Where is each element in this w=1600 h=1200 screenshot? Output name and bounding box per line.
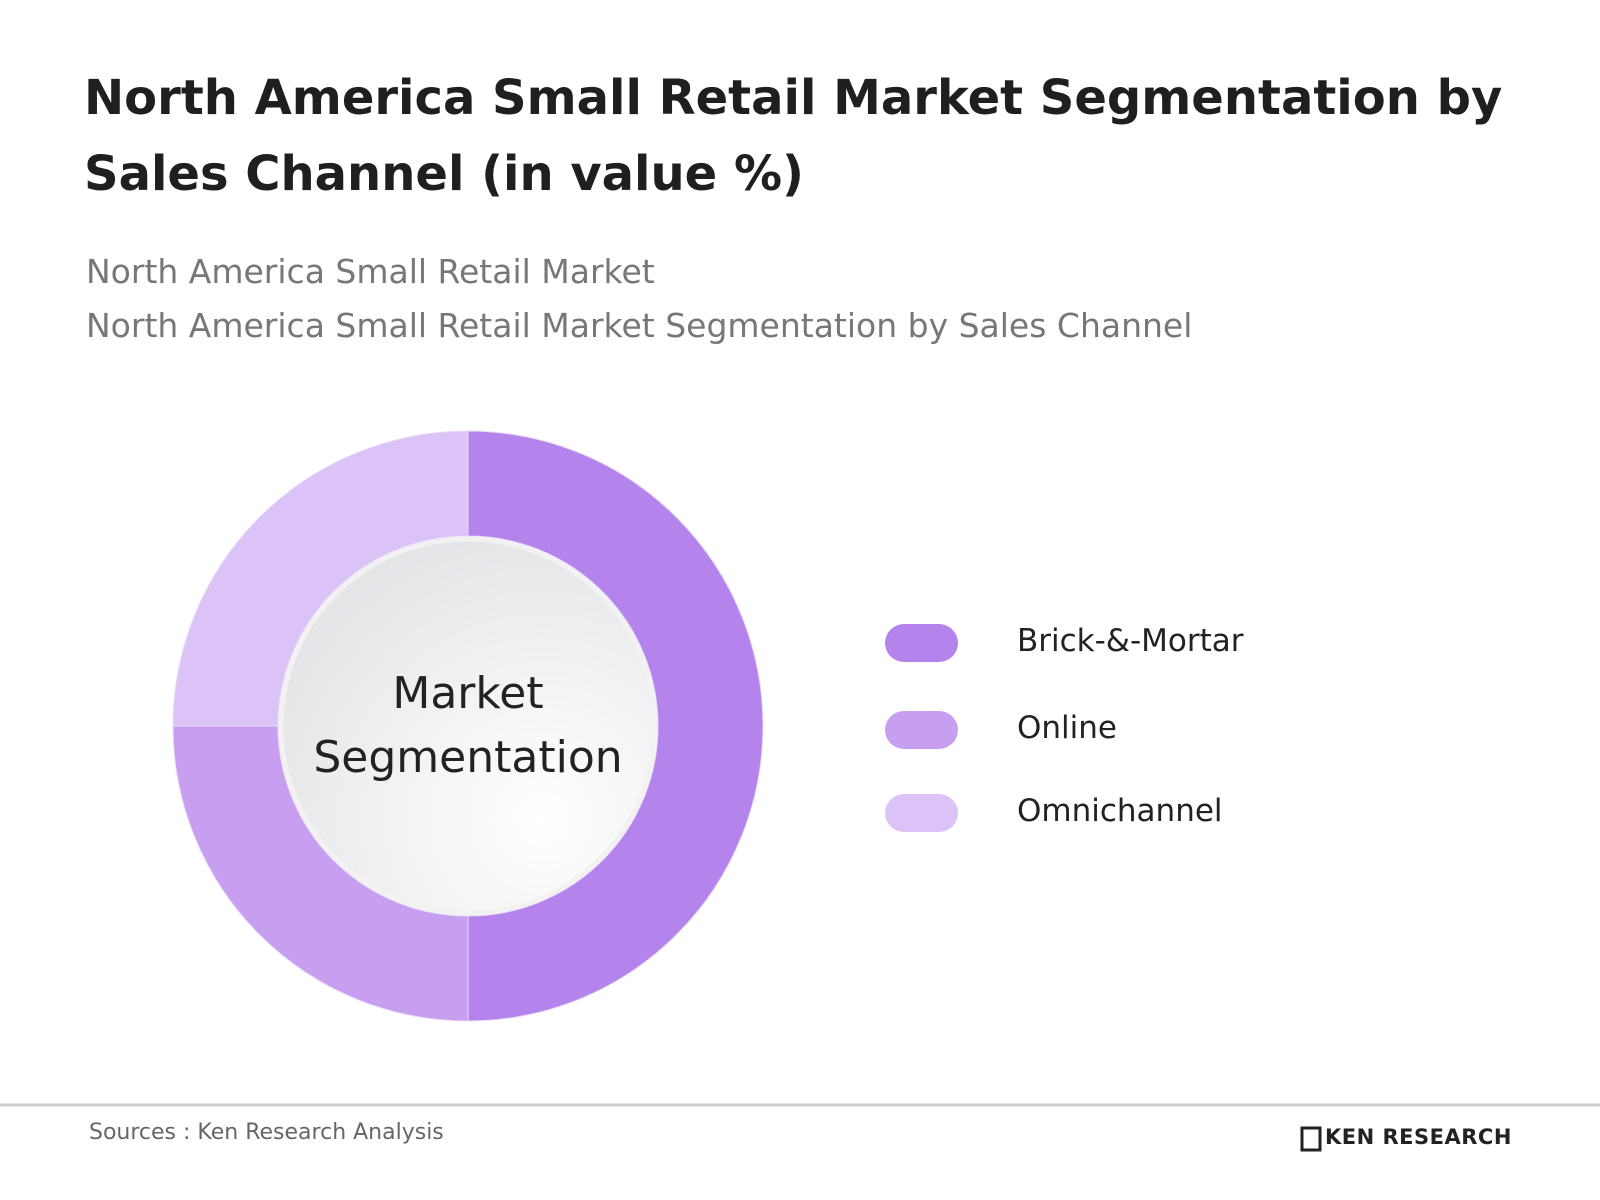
center-label: Market Segmentation: [313, 668, 623, 783]
logo: KEN RESEARCH: [1325, 1125, 1512, 1149]
legend-label: Omnichannel: [1017, 793, 1223, 829]
source: Sources : Ken Research Analysis: [89, 1120, 444, 1145]
subtitle: North America Small Retail Market Segmen…: [86, 306, 1193, 345]
legend-label: Brick-&-Mortar: [1017, 623, 1244, 659]
pie-slice: [172, 430, 469, 727]
pie-slice: [467, 430, 764, 1022]
subtitle: North America Small Retail Market: [86, 252, 655, 291]
donut-hole: [278, 536, 658, 916]
legend-swatch: [885, 711, 958, 749]
chart-title: North America Small Retail Market Segmen…: [84, 70, 1503, 202]
pie-slice: [172, 725, 469, 1022]
legend-label: Online: [1017, 710, 1117, 746]
logo-icon: [1300, 1126, 1322, 1152]
legend-swatch: [885, 624, 958, 662]
legend-swatch: [885, 794, 958, 832]
